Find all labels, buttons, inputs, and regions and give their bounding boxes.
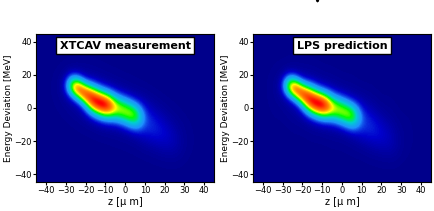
X-axis label: z [μ m]: z [μ m]: [324, 197, 358, 207]
Text: XTCAV measurement: XTCAV measurement: [59, 41, 190, 51]
Text: LPS prediction: LPS prediction: [296, 41, 386, 51]
Y-axis label: Energy Deviation [MeV]: Energy Deviation [MeV]: [220, 54, 230, 162]
Y-axis label: Energy Deviation [MeV]: Energy Deviation [MeV]: [4, 54, 13, 162]
X-axis label: z [μ m]: z [μ m]: [108, 197, 142, 207]
